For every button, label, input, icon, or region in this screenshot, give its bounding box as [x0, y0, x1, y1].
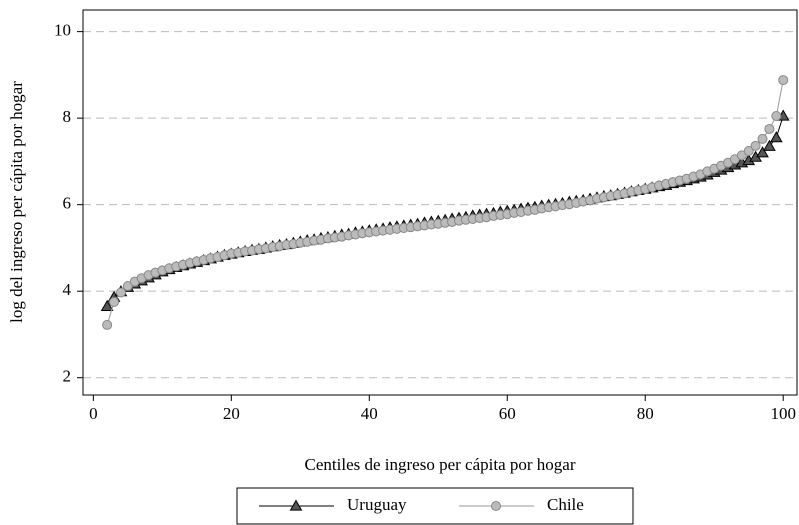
x-tick-label: 80: [637, 404, 654, 423]
marker: [771, 110, 782, 121]
x-tick-label: 60: [499, 404, 516, 423]
x-tick-label: 0: [89, 404, 98, 423]
legend-label: Chile: [547, 495, 584, 514]
series-line: [106, 115, 784, 307]
marker: [491, 501, 501, 511]
marker: [756, 146, 769, 158]
x-tick-label: 100: [770, 404, 796, 423]
marker: [763, 139, 776, 151]
marker: [750, 140, 761, 151]
y-tick-label: 6: [63, 194, 72, 213]
series-line: [106, 79, 784, 326]
legend-label: Uruguay: [347, 495, 407, 514]
marker: [757, 133, 768, 144]
y-axis-label: log del ingreso per cápita por hogar: [7, 81, 26, 323]
x-tick-label: 20: [223, 404, 240, 423]
marker: [102, 319, 113, 330]
marker: [115, 287, 126, 298]
x-axis-label: Centiles de ingreso per cápita por hogar: [305, 455, 576, 474]
plot-frame: [82, 9, 798, 396]
marker: [778, 75, 789, 86]
marker: [764, 123, 775, 134]
marker: [100, 299, 114, 311]
marker: [289, 499, 303, 511]
marker: [769, 131, 783, 143]
y-tick-label: 4: [63, 280, 72, 299]
y-tick-label: 8: [63, 107, 72, 126]
y-tick-label: 2: [63, 367, 72, 386]
y-tick-label: 10: [54, 21, 71, 40]
marker: [109, 296, 120, 307]
x-tick-label: 40: [361, 404, 378, 423]
marker: [743, 146, 754, 157]
